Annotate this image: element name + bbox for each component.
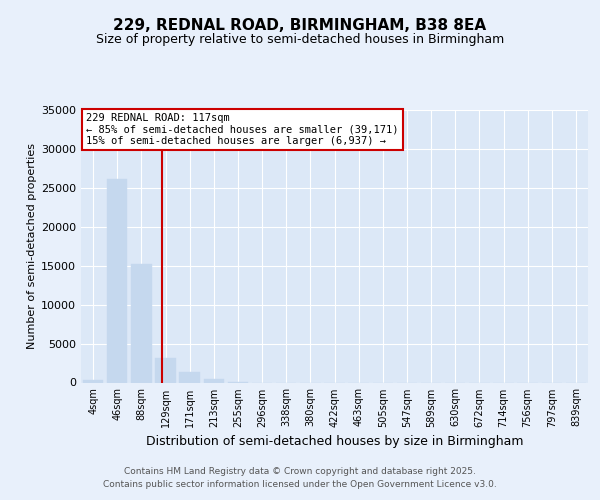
Text: 229 REDNAL ROAD: 117sqm
← 85% of semi-detached houses are smaller (39,171)
15% o: 229 REDNAL ROAD: 117sqm ← 85% of semi-de… [86,112,398,146]
Text: Contains public sector information licensed under the Open Government Licence v3: Contains public sector information licen… [103,480,497,489]
Bar [203,379,224,382]
Bar [107,180,127,382]
Bar [155,358,176,382]
Text: 229, REDNAL ROAD, BIRMINGHAM, B38 8EA: 229, REDNAL ROAD, BIRMINGHAM, B38 8EA [113,18,487,32]
Bar [131,264,152,382]
X-axis label: Distribution of semi-detached houses by size in Birmingham: Distribution of semi-detached houses by … [146,435,523,448]
Bar [83,380,103,382]
Text: Contains HM Land Registry data © Crown copyright and database right 2025.: Contains HM Land Registry data © Crown c… [124,467,476,476]
Y-axis label: Number of semi-detached properties: Number of semi-detached properties [27,143,37,349]
Bar [179,372,200,382]
Text: Size of property relative to semi-detached houses in Birmingham: Size of property relative to semi-detach… [96,32,504,46]
